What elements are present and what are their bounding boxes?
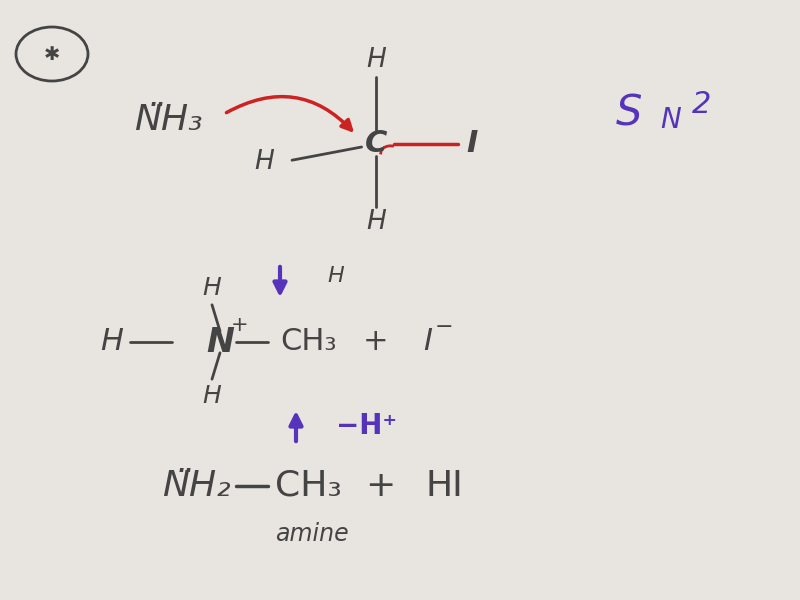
Text: amine: amine — [275, 522, 349, 546]
Text: −H⁺: −H⁺ — [336, 412, 397, 440]
Text: S: S — [616, 93, 642, 135]
Text: N: N — [206, 325, 234, 358]
Text: H: H — [101, 328, 123, 356]
Text: +: + — [363, 328, 389, 356]
Text: CH₃: CH₃ — [280, 328, 336, 356]
Text: 2: 2 — [692, 91, 711, 119]
Text: I: I — [466, 130, 478, 158]
Text: H: H — [328, 266, 344, 286]
Text: N̈H₃: N̈H₃ — [134, 103, 202, 137]
Text: H: H — [202, 276, 222, 300]
Text: N̈H₂: N̈H₂ — [162, 469, 230, 503]
Text: +: + — [365, 469, 395, 503]
Text: N: N — [660, 106, 681, 134]
Text: H: H — [366, 209, 386, 235]
Text: I: I — [423, 328, 433, 356]
Text: C: C — [365, 130, 387, 158]
Text: +: + — [231, 315, 249, 335]
Text: ✱: ✱ — [44, 44, 60, 64]
Text: −: − — [434, 317, 454, 337]
Text: H: H — [366, 47, 386, 73]
Text: H: H — [202, 384, 222, 408]
Text: HI: HI — [425, 469, 463, 503]
Text: H: H — [254, 149, 274, 175]
Text: CH₃: CH₃ — [274, 469, 342, 503]
